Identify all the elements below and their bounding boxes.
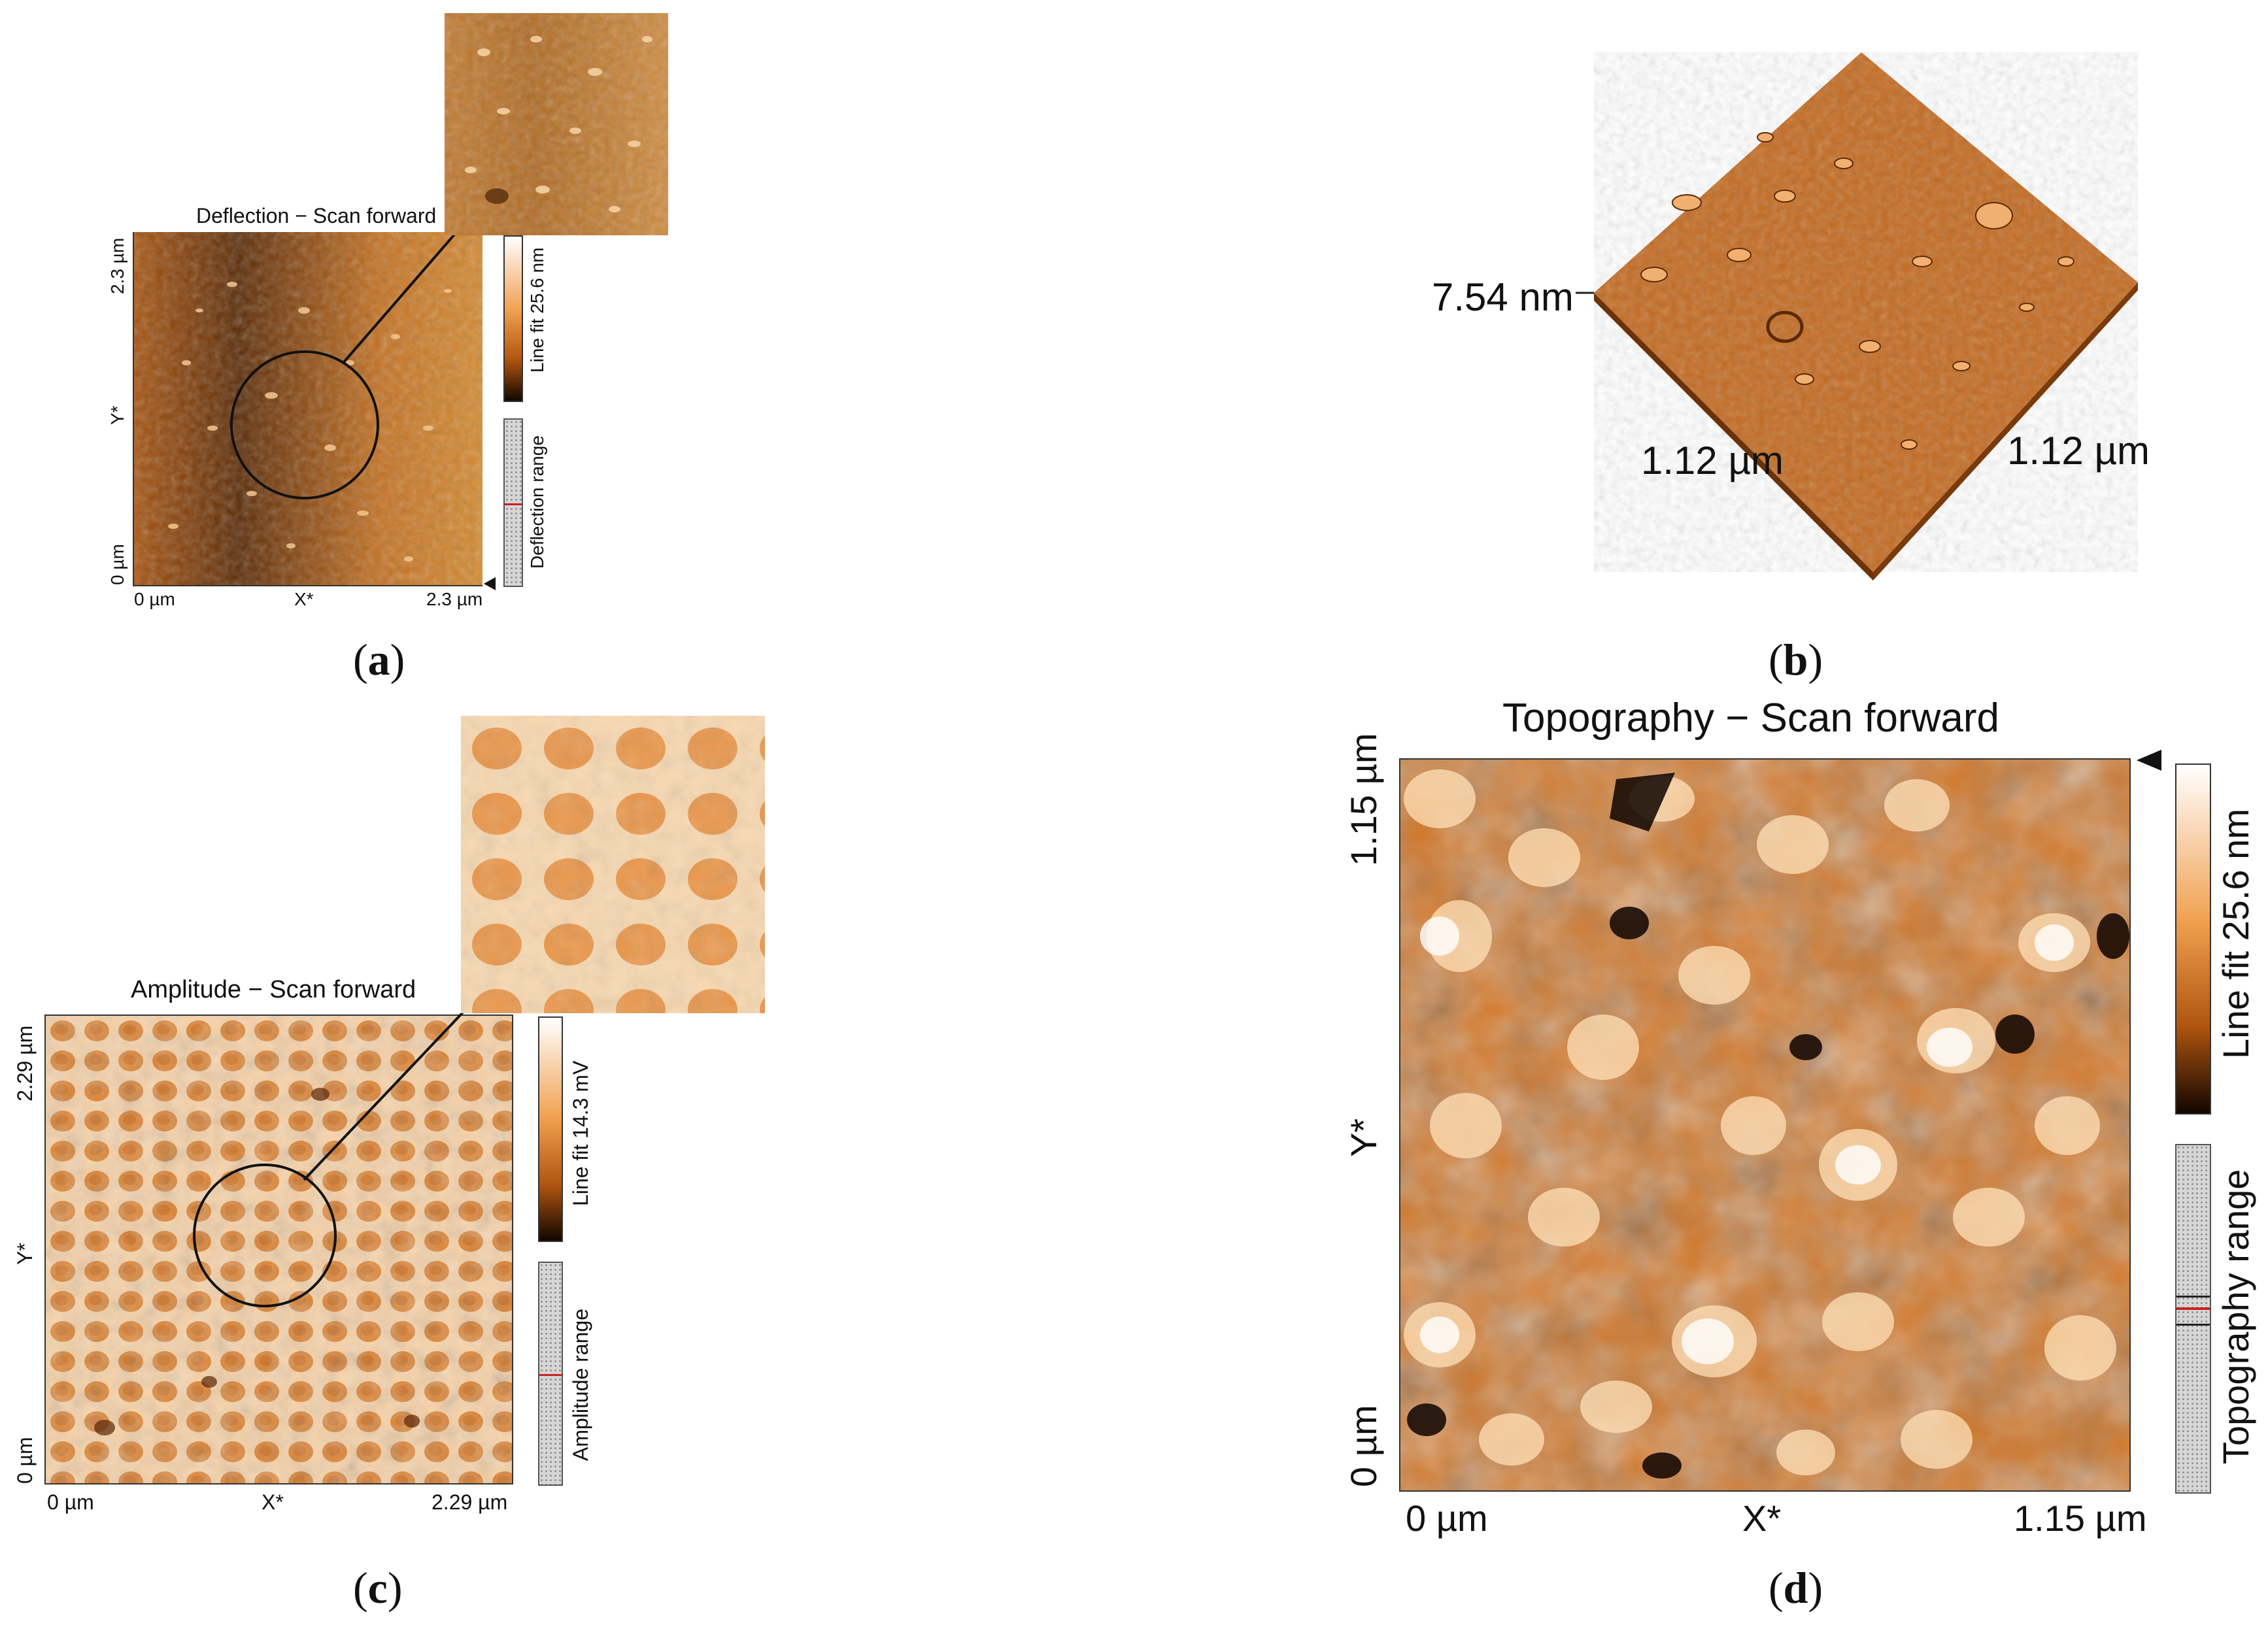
deflection-image <box>133 232 482 586</box>
panel-c-y-min: 0 µm <box>13 1437 37 1484</box>
panel-c-colorbar <box>538 1016 563 1242</box>
panel-c-letter: (c) <box>353 1563 403 1613</box>
panel-a-range-bar <box>503 418 523 587</box>
panel-d-x-min: 0 µm <box>1406 1498 1488 1539</box>
panel-c-x-max: 2.29 µm <box>432 1490 508 1514</box>
panel-d-marker-icon <box>2137 750 2161 771</box>
panel-a-letter: (a) <box>353 635 405 684</box>
panel-a-colorbar-label: Line fit 25.6 nm <box>527 247 547 373</box>
panel-a-range-label: Deflection range <box>527 435 547 569</box>
panel-a-y-axis: Y* <box>107 405 127 425</box>
panel-d-y-min: 0 µm <box>1343 1405 1384 1487</box>
panel-d-y-axis: Y* <box>1343 1118 1384 1157</box>
panel-c-y-axis: Y* <box>13 1243 37 1265</box>
panel-a-y-min: 0 µm <box>107 544 127 585</box>
panel-b-x-label: 1.12 µm <box>1641 439 1784 482</box>
panel-c-range-label: Amplitude range <box>569 1308 592 1461</box>
panel-a-x-min: 0 µm <box>134 589 175 609</box>
amplitude-image <box>44 1015 513 1484</box>
panel-a-colorbar <box>503 235 523 402</box>
panel-d-colorbar-label: Line fit 25.6 nm <box>2215 809 2256 1059</box>
panel-d-x-axis: X* <box>1742 1498 1782 1539</box>
panel-a-x-max: 2.3 µm <box>426 589 483 609</box>
topography-image <box>1399 758 2131 1492</box>
panel-c-y-max: 2.29 µm <box>13 1025 37 1101</box>
panel-d-x-max: 1.15 µm <box>2014 1498 2147 1539</box>
topography-3d-surface <box>1576 52 2138 580</box>
deflection-zoom-inset <box>445 13 668 235</box>
panel-b-letter: (b) <box>1769 635 1823 684</box>
panel-d-letter: (d) <box>1769 1563 1823 1613</box>
panel-d-title: Topography − Scan forward <box>1502 696 1999 741</box>
panel-a-y-max: 2.3 µm <box>107 237 127 294</box>
panel-b-y-label: 1.12 µm <box>2007 429 2150 473</box>
panel-a-x-axis: X* <box>294 589 314 609</box>
panel-c-colorbar-label: Line fit 14.3 mV <box>569 1060 592 1206</box>
zoom-arrow <box>230 204 481 499</box>
amplitude-zoom-inset <box>461 716 765 1013</box>
panel-c-x-axis: X* <box>262 1490 284 1514</box>
panel-d-range-bar <box>2175 1144 2211 1494</box>
panel-c-title: Amplitude − Scan forward <box>131 976 416 1003</box>
panel-a-marker-icon <box>484 577 496 590</box>
panel-d-range-label: Topography range <box>2215 1169 2256 1464</box>
panel-b-z-label: 7.54 nm <box>1432 275 1574 319</box>
panel-c-x-min: 0 µm <box>47 1490 94 1514</box>
zoom-arrow-c <box>193 979 496 1307</box>
panel-d-y-max: 1.15 µm <box>1343 733 1384 866</box>
panel-c-range-bar <box>538 1262 563 1486</box>
panel-d-colorbar <box>2175 763 2211 1115</box>
panel-a-title: Deflection − Scan forward <box>196 204 437 227</box>
